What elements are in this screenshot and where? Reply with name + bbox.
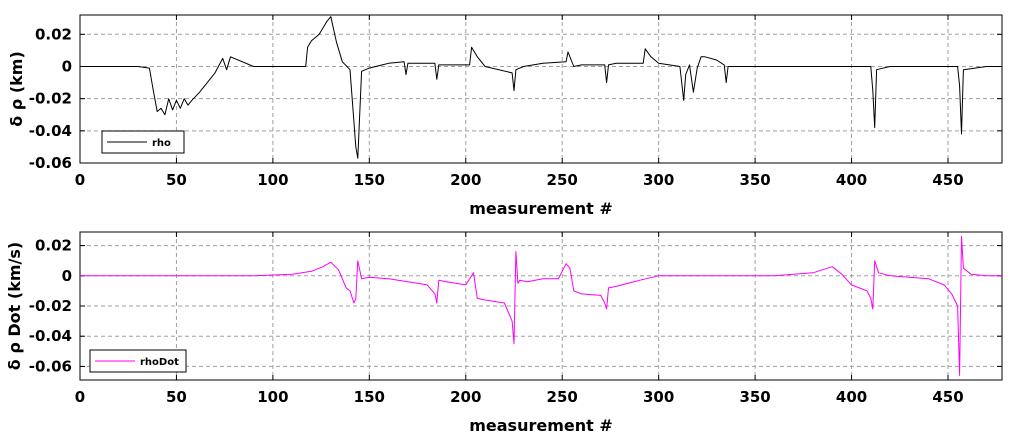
- x-tick-label-3: 150: [354, 171, 385, 189]
- y-axis-title: δ ρ Dot (km/s): [5, 242, 24, 370]
- x-tick-label-4: 200: [450, 388, 481, 406]
- plot-frame: [79, 231, 1003, 381]
- x-tick-label-5: 250: [547, 388, 578, 406]
- y-tick-label-4: 0.02: [35, 25, 72, 43]
- y-tick-label-3: 0: [62, 267, 72, 285]
- x-tick-label-5: 250: [547, 171, 578, 189]
- y-tick-label-2: -0.02: [29, 90, 72, 108]
- y-tick-label-1: -0.04: [29, 327, 72, 345]
- rhodot-chart-panel: 0 50 100 150 200 250 300 350 400 450 -0.06 -0.04 -0.…: [5, 231, 1003, 435]
- legend-label-rho: rho: [152, 138, 171, 149]
- x-tick-label-9: 450: [932, 388, 963, 406]
- y-tick-label-3: 0: [62, 57, 72, 75]
- x-tick-label-4: 200: [450, 171, 481, 189]
- series-line-rhoDot: [80, 236, 1002, 376]
- x-tick-label-6: 300: [643, 388, 674, 406]
- x-tick-label-0: 0: [75, 388, 85, 406]
- x-tick-label-8: 400: [836, 171, 867, 189]
- x-tick-label-7: 350: [739, 171, 770, 189]
- series-line-rho: [80, 16, 1002, 159]
- y-tick-label-4: 0.02: [35, 237, 72, 255]
- legend-box: [89, 349, 187, 373]
- x-tick-label-2: 100: [257, 171, 288, 189]
- y-tick-label-1: -0.04: [29, 122, 72, 140]
- y-axis-title: δ ρ (km): [7, 51, 26, 127]
- x-tick-label-1: 50: [166, 171, 187, 189]
- y-tick-label-0: -0.06: [29, 154, 72, 172]
- x-tick-label-1: 50: [166, 388, 187, 406]
- y-tick-label-0: -0.06: [29, 357, 72, 375]
- x-tick-label-3: 150: [354, 388, 385, 406]
- legend: rho: [101, 130, 185, 154]
- x-tick-label-7: 350: [739, 388, 770, 406]
- x-tick-label-9: 450: [932, 171, 963, 189]
- x-axis-title: measurement #: [469, 199, 613, 218]
- x-tick-label-6: 300: [643, 171, 674, 189]
- y-tick-label-2: -0.02: [29, 297, 72, 315]
- plot-frame: [79, 14, 1003, 164]
- x-axis-title: measurement #: [469, 416, 613, 435]
- legend-label-rhoDot: rhoDot: [140, 357, 179, 368]
- x-tick-label-8: 400: [836, 388, 867, 406]
- rho-chart-panel: 0 50 100 150 200 250 300 350 400 450 -0.06 -0.04 -0.…: [7, 14, 1003, 218]
- x-tick-label-2: 100: [257, 388, 288, 406]
- legend: rhoDot: [89, 349, 187, 373]
- x-tick-label-0: 0: [75, 171, 85, 189]
